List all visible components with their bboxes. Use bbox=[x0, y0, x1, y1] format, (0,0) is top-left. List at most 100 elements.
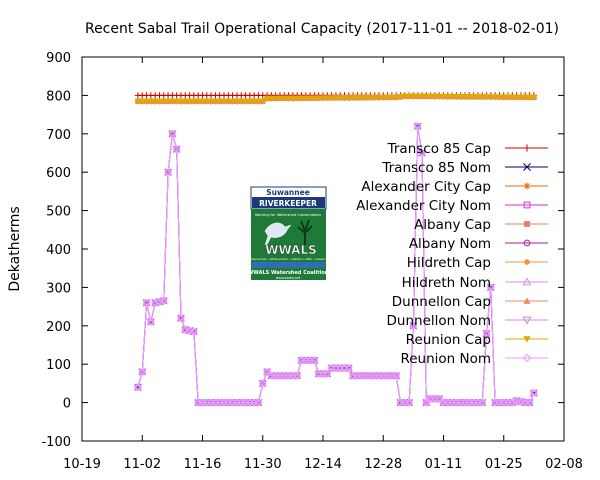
series-marker bbox=[422, 398, 431, 407]
x-tick-label: 10-19 bbox=[63, 457, 101, 472]
x-ticks: 10-19 11-02 11-16 11-30 12-14 12-28 01-11 01-25… bbox=[63, 57, 583, 472]
series-marker bbox=[435, 394, 444, 403]
legend-label: Albany Cap bbox=[414, 217, 491, 233]
series-marker bbox=[440, 93, 447, 100]
series-marker bbox=[139, 98, 146, 105]
series-marker bbox=[367, 94, 374, 101]
series-marker bbox=[194, 98, 202, 105]
series-marker bbox=[173, 98, 180, 105]
series-reunion-cap bbox=[134, 93, 538, 105]
series-marker bbox=[341, 95, 348, 101]
series-marker bbox=[337, 95, 344, 102]
legend-item: Albany Cap bbox=[414, 217, 548, 233]
logo-name: WWALS bbox=[265, 243, 317, 257]
series-marker bbox=[523, 201, 531, 209]
legend-item: Hildreth Nom bbox=[402, 275, 548, 291]
logo-line1: Suwannee bbox=[266, 188, 310, 197]
x-tick-label: 11-02 bbox=[123, 457, 161, 472]
legend-item: Alexander City Cap bbox=[361, 179, 548, 195]
series-marker bbox=[457, 94, 464, 100]
series-marker bbox=[522, 94, 529, 101]
series-marker bbox=[177, 314, 185, 323]
series-marker bbox=[189, 327, 198, 336]
legend-label: Dunnellon Nom bbox=[387, 313, 492, 329]
series-marker bbox=[479, 94, 486, 101]
logo-water-band bbox=[252, 262, 325, 268]
series-marker bbox=[143, 98, 150, 105]
legend-item: Reunion Nom bbox=[400, 351, 548, 367]
series-marker bbox=[517, 94, 525, 101]
y-tick-label: 600 bbox=[46, 166, 71, 181]
legend-label: Reunion Nom bbox=[400, 351, 491, 367]
series-layer bbox=[133, 92, 538, 407]
series-marker bbox=[146, 318, 155, 326]
series-marker bbox=[238, 98, 245, 105]
series-marker bbox=[220, 98, 228, 105]
series-marker bbox=[306, 95, 314, 102]
x-tick-label: 11-16 bbox=[184, 457, 222, 472]
series-marker bbox=[164, 98, 172, 105]
series-marker bbox=[142, 298, 151, 307]
x-tick-label: 11-30 bbox=[244, 457, 282, 472]
series-marker bbox=[523, 336, 531, 343]
series-marker bbox=[431, 93, 439, 100]
y-ticks: -100 0 100 200 300 400 500 600 700 800 900 bbox=[41, 51, 564, 450]
series-marker bbox=[371, 94, 378, 101]
series-marker bbox=[512, 396, 521, 405]
series-marker bbox=[380, 94, 387, 101]
y-tick-label: 100 bbox=[46, 358, 71, 373]
series-marker bbox=[409, 321, 418, 330]
y-axis-label: Dekatherms bbox=[7, 206, 23, 291]
legend-item: Transco 85 Nom bbox=[381, 160, 548, 176]
series-marker bbox=[522, 353, 532, 363]
series-marker bbox=[448, 94, 456, 100]
legend-label: Transco 85 Nom bbox=[381, 160, 491, 176]
y-tick-label: 500 bbox=[46, 205, 71, 220]
series-marker bbox=[182, 98, 189, 105]
series-marker bbox=[509, 94, 516, 101]
series-marker bbox=[285, 95, 292, 102]
series-marker bbox=[233, 98, 241, 105]
series-marker bbox=[181, 325, 190, 334]
series-marker bbox=[147, 98, 155, 105]
series-marker bbox=[311, 95, 318, 102]
logo-main-panel bbox=[251, 209, 326, 280]
series-marker bbox=[323, 369, 332, 378]
logo-tagline: Working for Watershed Conservation bbox=[255, 213, 321, 217]
legend-label: Reunion Cap bbox=[406, 332, 491, 348]
x-tick-label: 01-25 bbox=[485, 457, 523, 472]
series-marker bbox=[254, 398, 263, 407]
series-marker bbox=[427, 93, 434, 100]
legend-item: Hildreth Cap bbox=[407, 255, 548, 271]
series-marker bbox=[168, 129, 177, 138]
series-marker bbox=[504, 94, 512, 101]
series-marker bbox=[345, 95, 353, 101]
y-tick-label: 800 bbox=[46, 89, 71, 104]
series-marker bbox=[258, 379, 267, 388]
legend-label: Albany Nom bbox=[409, 236, 491, 252]
series-marker bbox=[190, 98, 198, 105]
series-marker bbox=[172, 145, 181, 154]
series-marker bbox=[177, 98, 185, 105]
series-marker bbox=[246, 98, 254, 105]
series-marker bbox=[482, 329, 491, 338]
series-marker bbox=[405, 398, 413, 407]
series-marker bbox=[354, 95, 361, 101]
series-marker bbox=[268, 95, 275, 102]
series-marker bbox=[319, 95, 327, 102]
series-marker bbox=[392, 371, 401, 380]
series-marker bbox=[525, 398, 534, 407]
series-marker bbox=[315, 95, 322, 102]
series-marker bbox=[358, 95, 365, 101]
legend-item: Dunnellon Nom bbox=[387, 313, 548, 329]
series-marker bbox=[414, 93, 421, 100]
series-marker bbox=[523, 182, 531, 190]
series-marker bbox=[276, 95, 284, 102]
x-tick-label: 12-28 bbox=[364, 457, 402, 472]
y-tick-label: -100 bbox=[41, 435, 71, 450]
legend-item: Albany Nom bbox=[409, 236, 548, 252]
series-marker bbox=[529, 389, 538, 397]
series-marker bbox=[444, 93, 452, 100]
series-marker bbox=[530, 94, 538, 101]
